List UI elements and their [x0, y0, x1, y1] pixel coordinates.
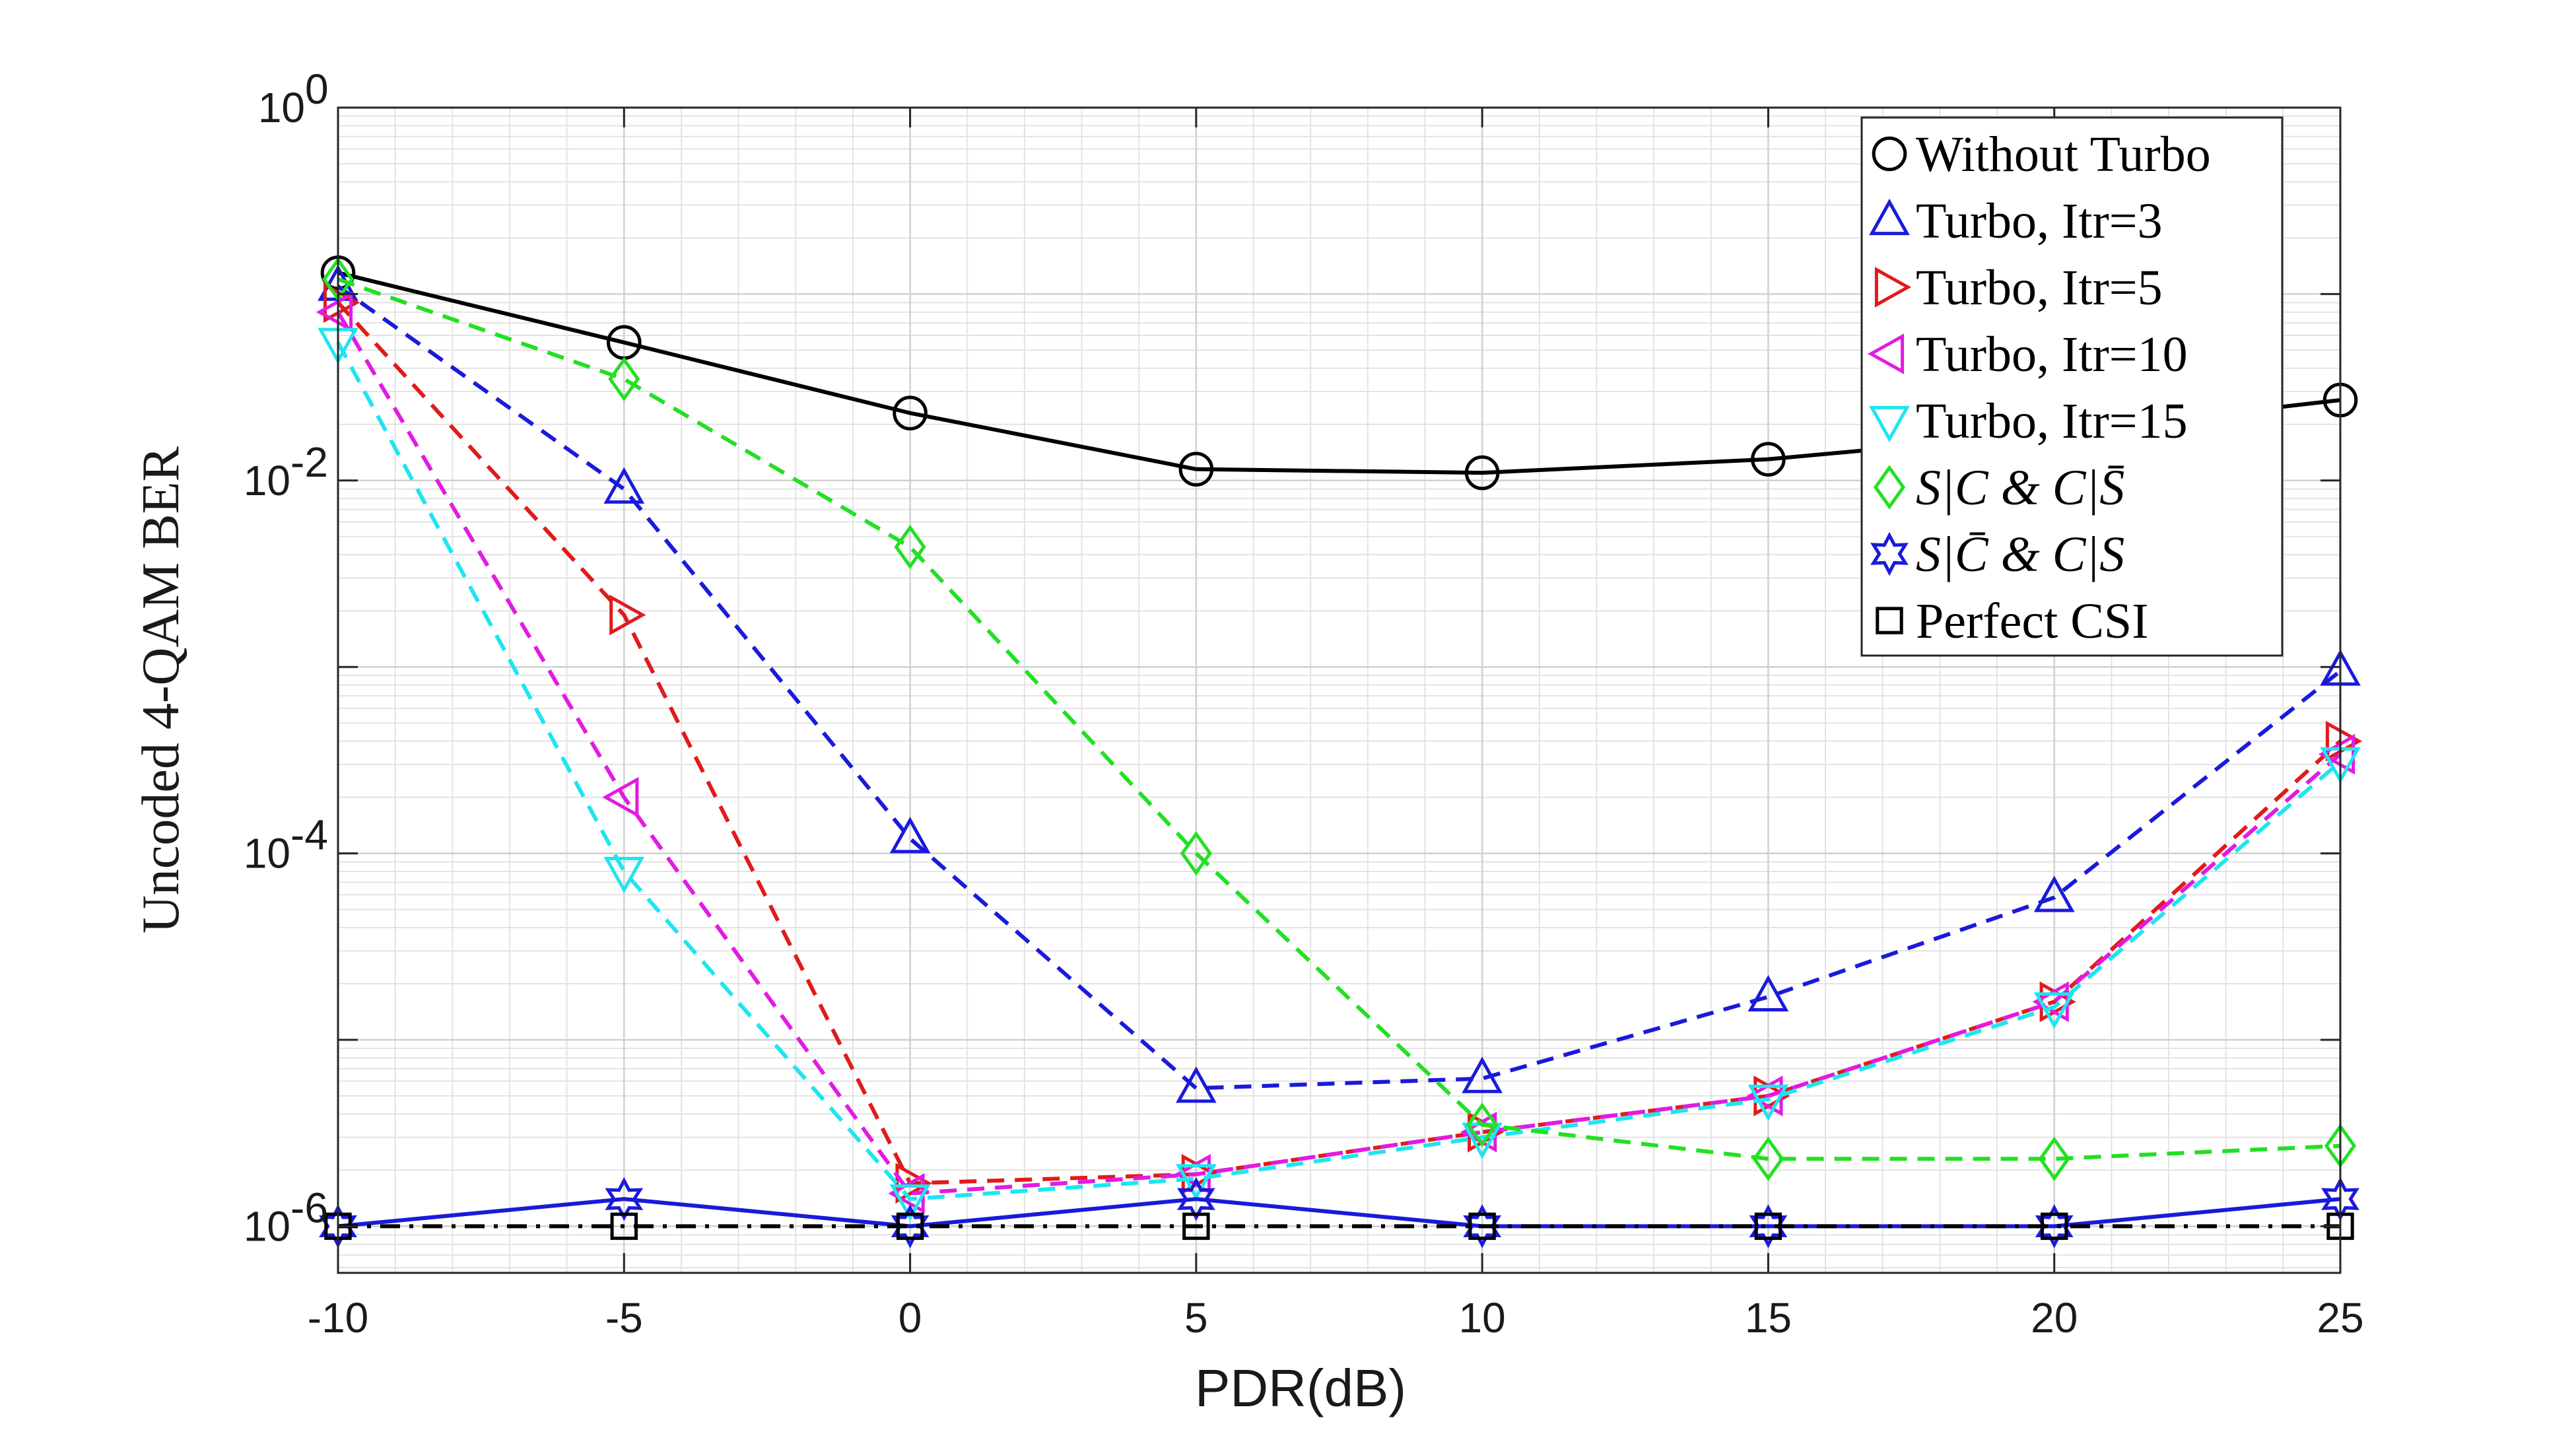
series-line [337, 1197, 2341, 1229]
legend-label: Turbo, Itr=10 [1916, 327, 2188, 382]
data-point [1463, 1204, 1502, 1248]
x-tick-label: 10 [1459, 1294, 1506, 1342]
legend-marker [1874, 267, 1912, 308]
data-point [608, 357, 640, 401]
legend-entry: Perfect CSI [1876, 594, 2148, 649]
data-point [1178, 452, 1214, 487]
y-tick-label: 10 0 [258, 65, 329, 131]
y-tick-label-exponent: 0 [305, 65, 329, 113]
series-line [336, 311, 2342, 1196]
data-point [1180, 831, 1212, 876]
data-point [603, 856, 645, 894]
legend-marker [1869, 198, 1910, 236]
y-tick-label-base: 10 [258, 84, 305, 131]
legend-entry: Turbo, Itr=15 [1869, 393, 2188, 449]
legend-entry: Turbo, Itr=5 [1874, 260, 2163, 316]
data-point [2038, 1136, 2070, 1181]
data-point [610, 1212, 638, 1241]
data-point [2033, 875, 2075, 912]
legend-marker [1873, 465, 1906, 510]
legend-label: S|C̄ & C|S [1916, 527, 2124, 582]
y-tick-label-base: 10 [244, 457, 290, 504]
y-tick-label-exponent: -2 [290, 438, 328, 486]
x-tick-label: 15 [1745, 1294, 1792, 1342]
legend-entry: Turbo, Itr=3 [1869, 193, 2163, 249]
legend-marker [1876, 607, 1903, 634]
data-point [889, 817, 931, 854]
data-point [316, 291, 353, 333]
legend-entry: S|C̄ & C|S [1870, 527, 2124, 582]
axis-ticks [337, 106, 2342, 1273]
y-tick-label-base: 10 [244, 1202, 290, 1250]
legend-label: Perfect CSI [1916, 594, 2148, 649]
y-tick-label: 10 -6 [244, 1184, 328, 1250]
legend-entry: Without Turbo [1872, 127, 2211, 182]
data-point [894, 524, 926, 570]
legend-label: S|C & C|S̄ [1916, 460, 2124, 516]
data-point [1466, 1103, 1499, 1147]
legend-marker [1872, 136, 1907, 172]
data-point [891, 1204, 930, 1248]
data-point [1468, 1212, 1496, 1241]
data-point [1752, 1136, 1784, 1181]
data-point [1462, 1056, 1503, 1093]
series-line [337, 285, 2342, 1091]
series-line [337, 277, 2341, 1161]
x-tick-labels: -10 -5 0 5 10 15 20 25 [308, 1294, 2364, 1342]
x-axis-label: PDR(dB) [1195, 1359, 1406, 1417]
x-tick-label: 5 [1184, 1294, 1208, 1342]
data-point [2035, 1204, 2074, 1248]
legend-entry: Turbo, Itr=10 [1867, 327, 2188, 382]
legend-label: Turbo, Itr=5 [1916, 260, 2163, 316]
series-line [336, 341, 2342, 1202]
data-point [893, 395, 928, 430]
data-point [1182, 1212, 1210, 1241]
y-tick-label-exponent: -6 [290, 1184, 328, 1231]
data-point [1176, 1176, 1215, 1221]
legend-box [1860, 116, 2284, 657]
x-tick-label: 0 [898, 1294, 922, 1342]
data-point [609, 594, 646, 636]
data-point [603, 467, 645, 504]
data-point [1747, 1084, 1789, 1122]
data-point [889, 1184, 931, 1221]
data-point [1754, 1212, 1782, 1241]
data-point [1749, 1204, 1788, 1248]
x-tick-label: 25 [2317, 1294, 2363, 1342]
x-tick-label: -5 [605, 1294, 643, 1342]
data-point [602, 776, 639, 818]
legend-marker [1867, 333, 1905, 374]
y-tick-label: 10 -4 [244, 811, 328, 877]
legend-label: Without Turbo [1916, 127, 2211, 182]
data-point [1464, 455, 1500, 491]
legend-marker [1869, 405, 1910, 443]
legend: Without Turbo Turbo, Itr=3 Turbo, Itr=5 Tur… [1860, 116, 2284, 657]
data-point [2041, 1212, 2068, 1241]
series-5 [318, 327, 2361, 1221]
y-tick-label-base: 10 [244, 830, 290, 877]
plot-frame [337, 106, 2342, 1274]
legend-entry: S|C & C|S̄ [1873, 460, 2124, 516]
data-point [896, 1212, 924, 1241]
data-point [2033, 992, 2075, 1029]
data-point [605, 1176, 644, 1221]
x-tick-label: 20 [2031, 1294, 2078, 1342]
legend-label: Turbo, Itr=15 [1916, 393, 2188, 449]
data-point [1175, 1066, 1217, 1103]
legend-marker [1870, 531, 1909, 576]
data-point [1751, 442, 1786, 477]
data-point [1175, 1164, 1217, 1201]
y-axis-label: Uncoded 4-QAM BER [132, 446, 190, 934]
data-point [1747, 974, 1789, 1012]
legend-label: Turbo, Itr=3 [1916, 193, 2163, 249]
y-tick-label: 10 -2 [244, 438, 328, 504]
x-tick-label: -10 [308, 1294, 369, 1342]
y-tick-label-exponent: -4 [290, 811, 328, 859]
